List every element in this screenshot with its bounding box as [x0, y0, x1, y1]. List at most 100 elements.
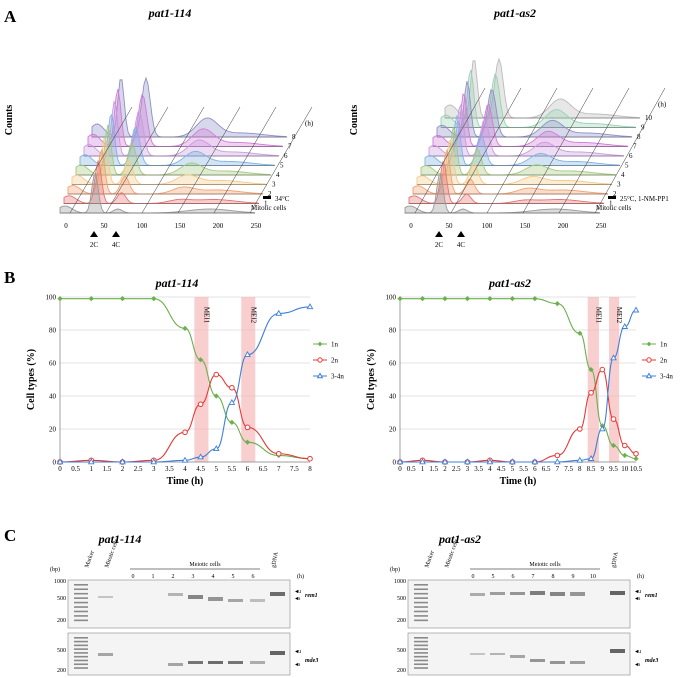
- panel-letter-c: C: [4, 526, 16, 545]
- point-3-4n: [598, 425, 606, 432]
- bp-tick: 1000: [394, 579, 406, 585]
- x-tick: 2: [121, 465, 125, 473]
- x-tick: 3: [466, 465, 470, 473]
- band-mei2: [609, 297, 620, 462]
- panel-a-ylabel: Counts: [4, 105, 15, 136]
- ladder-band: [414, 648, 428, 650]
- histogram-hour-1: [63, 159, 260, 204]
- y-tick: 20: [389, 426, 397, 434]
- point-3-4n: [87, 458, 95, 465]
- point-1n: [229, 419, 235, 425]
- hour-label: 4: [621, 171, 625, 179]
- band-mark-s: ◂s: [295, 596, 301, 602]
- ladder-band: [74, 601, 88, 604]
- bp-unit: (bp): [390, 566, 400, 573]
- hour-unit: (h): [297, 573, 304, 580]
- band-mark-u: ◂u: [635, 649, 641, 655]
- x-tick: 7: [556, 465, 560, 473]
- histogram-hour-3: [416, 139, 613, 185]
- hour-label: 10: [645, 114, 653, 122]
- gel-band: [270, 592, 285, 596]
- point-1n: [532, 296, 538, 302]
- meiotic-cells-label: Meiotic cells: [189, 562, 221, 568]
- x-tick: 10.5: [630, 465, 643, 473]
- lane-label: 0: [472, 574, 475, 580]
- legend-marker: [317, 357, 323, 363]
- x-tick: 9.5: [609, 465, 618, 473]
- point-2n: [599, 366, 606, 373]
- x-tick: 0: [64, 222, 68, 230]
- gel-band: [490, 592, 505, 595]
- ladder-band: [414, 640, 428, 643]
- point-3-4n: [244, 351, 251, 357]
- bp-unit: (bp): [50, 566, 60, 573]
- x-tick: 2.5: [134, 465, 143, 473]
- marker-2c-arrow: [90, 231, 98, 237]
- gel-band: [228, 599, 243, 602]
- x-tick: 2.5: [452, 465, 461, 473]
- y-tick: 20: [49, 426, 57, 434]
- point-3-4n: [306, 303, 314, 310]
- point-1n: [88, 296, 94, 302]
- panel-a-title: pat1-114: [148, 6, 192, 20]
- x-tick: 5: [511, 465, 515, 473]
- point-1n: [244, 439, 251, 445]
- band-mark-s: ◂s: [295, 662, 301, 668]
- ladder-band: [74, 644, 88, 647]
- band-label: MEI1: [594, 307, 602, 324]
- bp-tick: 500: [397, 648, 406, 654]
- band-mei2: [241, 297, 256, 462]
- x-tick: 0: [398, 465, 402, 473]
- ladder-band: [74, 610, 88, 613]
- hour-label: 3: [617, 181, 621, 189]
- x-tick: 8: [578, 465, 582, 473]
- hour-label: 9: [641, 124, 645, 132]
- lane-label: 5: [492, 574, 495, 580]
- legend-marker: [645, 372, 653, 379]
- hour-label: 7: [288, 143, 292, 151]
- x-tick: 4: [488, 465, 492, 473]
- gel-band: [610, 591, 625, 595]
- x-tick: 5.5: [519, 465, 528, 473]
- hour-unit: (h): [658, 101, 667, 109]
- lane-label: 7: [532, 574, 535, 580]
- x-tick: 10: [621, 465, 629, 473]
- ladder-band: [74, 606, 88, 608]
- point-3-4n: [610, 354, 617, 361]
- y-tick: 60: [49, 360, 57, 368]
- point-3-4n: [621, 322, 629, 329]
- gel-title: pat1-114: [98, 532, 142, 546]
- marker-4c-arrow: [112, 231, 120, 237]
- x-tick: 100: [137, 222, 148, 230]
- point-1n: [182, 325, 188, 331]
- panel-a-title: pat1-as2: [493, 6, 536, 20]
- bp-tick: 200: [397, 618, 406, 624]
- diagonal-gridline: [594, 87, 666, 214]
- gene-label-rem1: rem1: [645, 593, 658, 599]
- meiotic-cells-label: Meiotic cells: [529, 562, 561, 568]
- y-tick: 80: [49, 327, 57, 335]
- gel-band: [168, 663, 183, 666]
- lane-header: Marker: [84, 550, 96, 569]
- gel-box: [407, 579, 631, 629]
- gel-band: [228, 661, 243, 664]
- x-tick: 100: [482, 222, 493, 230]
- diagonal-gridline: [414, 87, 486, 214]
- point-1n: [577, 330, 583, 336]
- band-mark-s: ◂s: [635, 596, 641, 602]
- marker-2c-arrow: [435, 231, 443, 237]
- ladder-band: [74, 663, 88, 666]
- point-1n: [198, 357, 204, 363]
- band-label: MEI2: [249, 307, 257, 324]
- cell-type-chart-right: pat1-as2 MEI1 MEI2 0 20 40 60 80 100 0 0.5 1 1.5 2 2.5…: [366, 276, 673, 487]
- ladder-band: [414, 610, 428, 613]
- diagonal-gridline: [177, 106, 241, 214]
- condition-bar: [608, 196, 616, 199]
- x-tick: 150: [175, 222, 186, 230]
- ladder-band: [414, 615, 428, 617]
- marker-2c-label: 2C: [90, 241, 99, 249]
- histogram-hour-3: [71, 137, 268, 185]
- panel-letter-b: B: [4, 268, 15, 287]
- gel-band: [550, 592, 565, 596]
